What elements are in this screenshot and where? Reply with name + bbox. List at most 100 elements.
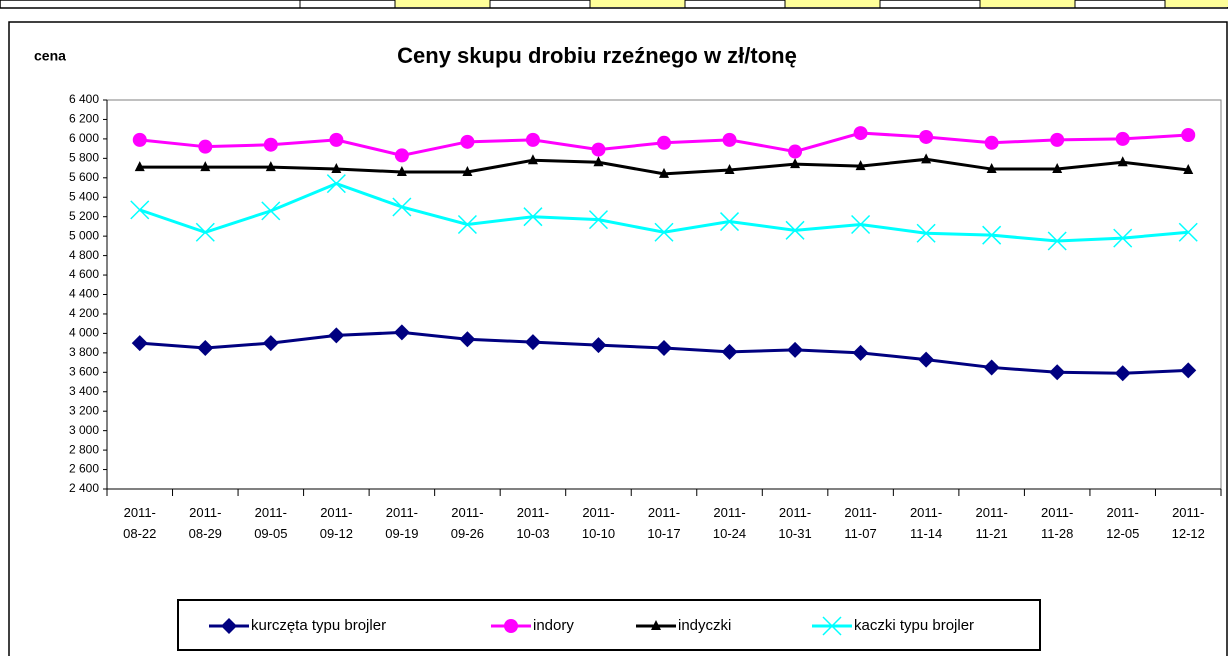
data-point (262, 335, 279, 352)
data-point (331, 163, 342, 174)
chart-frame (8, 21, 1228, 656)
y-axis-label: cena (34, 48, 66, 64)
data-point (855, 160, 866, 171)
data-point (132, 132, 147, 147)
data-point (986, 163, 997, 174)
data-point (1183, 164, 1194, 175)
data-point (393, 324, 410, 341)
x-tick-label: 2011-09-05 (254, 505, 288, 541)
x-tick-label: 2011-09-26 (450, 505, 485, 541)
y-tick-label: 2 800 (69, 442, 99, 456)
data-point (131, 335, 148, 352)
legend-marker (504, 619, 518, 633)
y-tick-label: 3 400 (69, 384, 99, 398)
data-point (392, 197, 412, 217)
data-point (200, 161, 211, 172)
data-point (1047, 231, 1067, 251)
data-point (590, 337, 607, 354)
y-tick-label: 5 400 (69, 189, 99, 203)
data-point (130, 200, 150, 220)
data-point (263, 137, 278, 152)
data-point (1178, 222, 1198, 242)
data-point (719, 212, 740, 232)
data-point (396, 165, 407, 176)
x-tick-label: 2011-08-22 (123, 505, 157, 541)
y-tick-label: 3 000 (69, 423, 99, 437)
data-point (457, 214, 477, 235)
data-point (918, 351, 935, 368)
chart-title: Ceny skupu drobiu rzeźnego w zł/tonę (397, 43, 797, 68)
y-tick-label: 4 600 (69, 267, 99, 281)
data-point (329, 132, 344, 147)
data-point (1052, 163, 1063, 174)
data-point (588, 210, 609, 230)
x-tick-label: 2011-10-03 (516, 505, 550, 541)
legend-marker (822, 616, 842, 636)
legend-label: kaczki typu brojler (854, 617, 974, 634)
legend-marker (651, 620, 661, 630)
data-point (1115, 131, 1130, 146)
x-tick-label: 2011-08-29 (188, 505, 222, 541)
y-tick-label: 4 400 (69, 287, 99, 301)
x-tick-label: 2011-10-24 (712, 505, 747, 541)
y-tick-label: 5 800 (69, 151, 99, 165)
data-point (265, 161, 276, 172)
y-tick-label: 2 600 (69, 462, 99, 476)
data-point (591, 142, 606, 157)
data-point (197, 339, 214, 356)
data-point (525, 132, 540, 147)
data-point (326, 174, 346, 194)
legend-marker (221, 618, 237, 634)
x-tick-label: 2011-11-07 (844, 505, 877, 541)
data-point (198, 139, 213, 154)
legend-label: indyczki (678, 617, 731, 634)
y-tick-label: 5 200 (69, 209, 99, 223)
data-point (721, 343, 738, 360)
x-tick-label: 2011-09-19 (385, 505, 419, 541)
data-point (659, 167, 669, 178)
x-tick-label: 2011-11-14 (909, 505, 943, 541)
x-tick-label: 2011-12-12 (1171, 505, 1205, 541)
data-point (593, 156, 604, 167)
y-tick-label: 5 000 (69, 228, 99, 242)
legend-box (177, 599, 1041, 651)
data-point (1181, 128, 1196, 143)
data-point (852, 344, 869, 361)
data-point (527, 154, 538, 165)
data-point (921, 153, 932, 164)
data-point (1114, 365, 1131, 382)
data-point (459, 331, 476, 348)
x-tick-label: 2011-11-21 (975, 505, 1008, 541)
data-point (919, 129, 934, 144)
x-tick-label: 2011-11-28 (1041, 505, 1074, 541)
y-tick-label: 4 800 (69, 248, 99, 262)
data-point (787, 341, 804, 358)
x-tick-label: 2011-10-10 (581, 505, 616, 541)
data-point (722, 132, 737, 147)
data-point (261, 201, 281, 221)
data-point (328, 327, 345, 344)
data-point (853, 126, 868, 141)
y-tick-label: 2 400 (69, 481, 99, 495)
data-point (462, 165, 473, 176)
data-point (984, 135, 999, 150)
data-point (195, 222, 215, 242)
y-tick-label: 6 400 (69, 92, 99, 106)
y-tick-label: 4 000 (69, 326, 99, 340)
x-tick-label: 2011-12-05 (1106, 505, 1140, 541)
data-point (654, 222, 674, 242)
data-point (788, 144, 803, 159)
y-tick-label: 3 200 (69, 403, 99, 417)
data-point (656, 339, 672, 356)
y-tick-label: 4 200 (69, 306, 99, 320)
data-point (1049, 364, 1066, 381)
data-point (460, 134, 475, 149)
legend-label: indory (533, 617, 574, 634)
top-table-strip (0, 0, 1228, 9)
data-point (1117, 156, 1128, 167)
y-tick-label: 6 000 (69, 131, 99, 145)
x-tick-label: 2011-09-12 (319, 505, 353, 541)
data-point (982, 225, 1002, 245)
